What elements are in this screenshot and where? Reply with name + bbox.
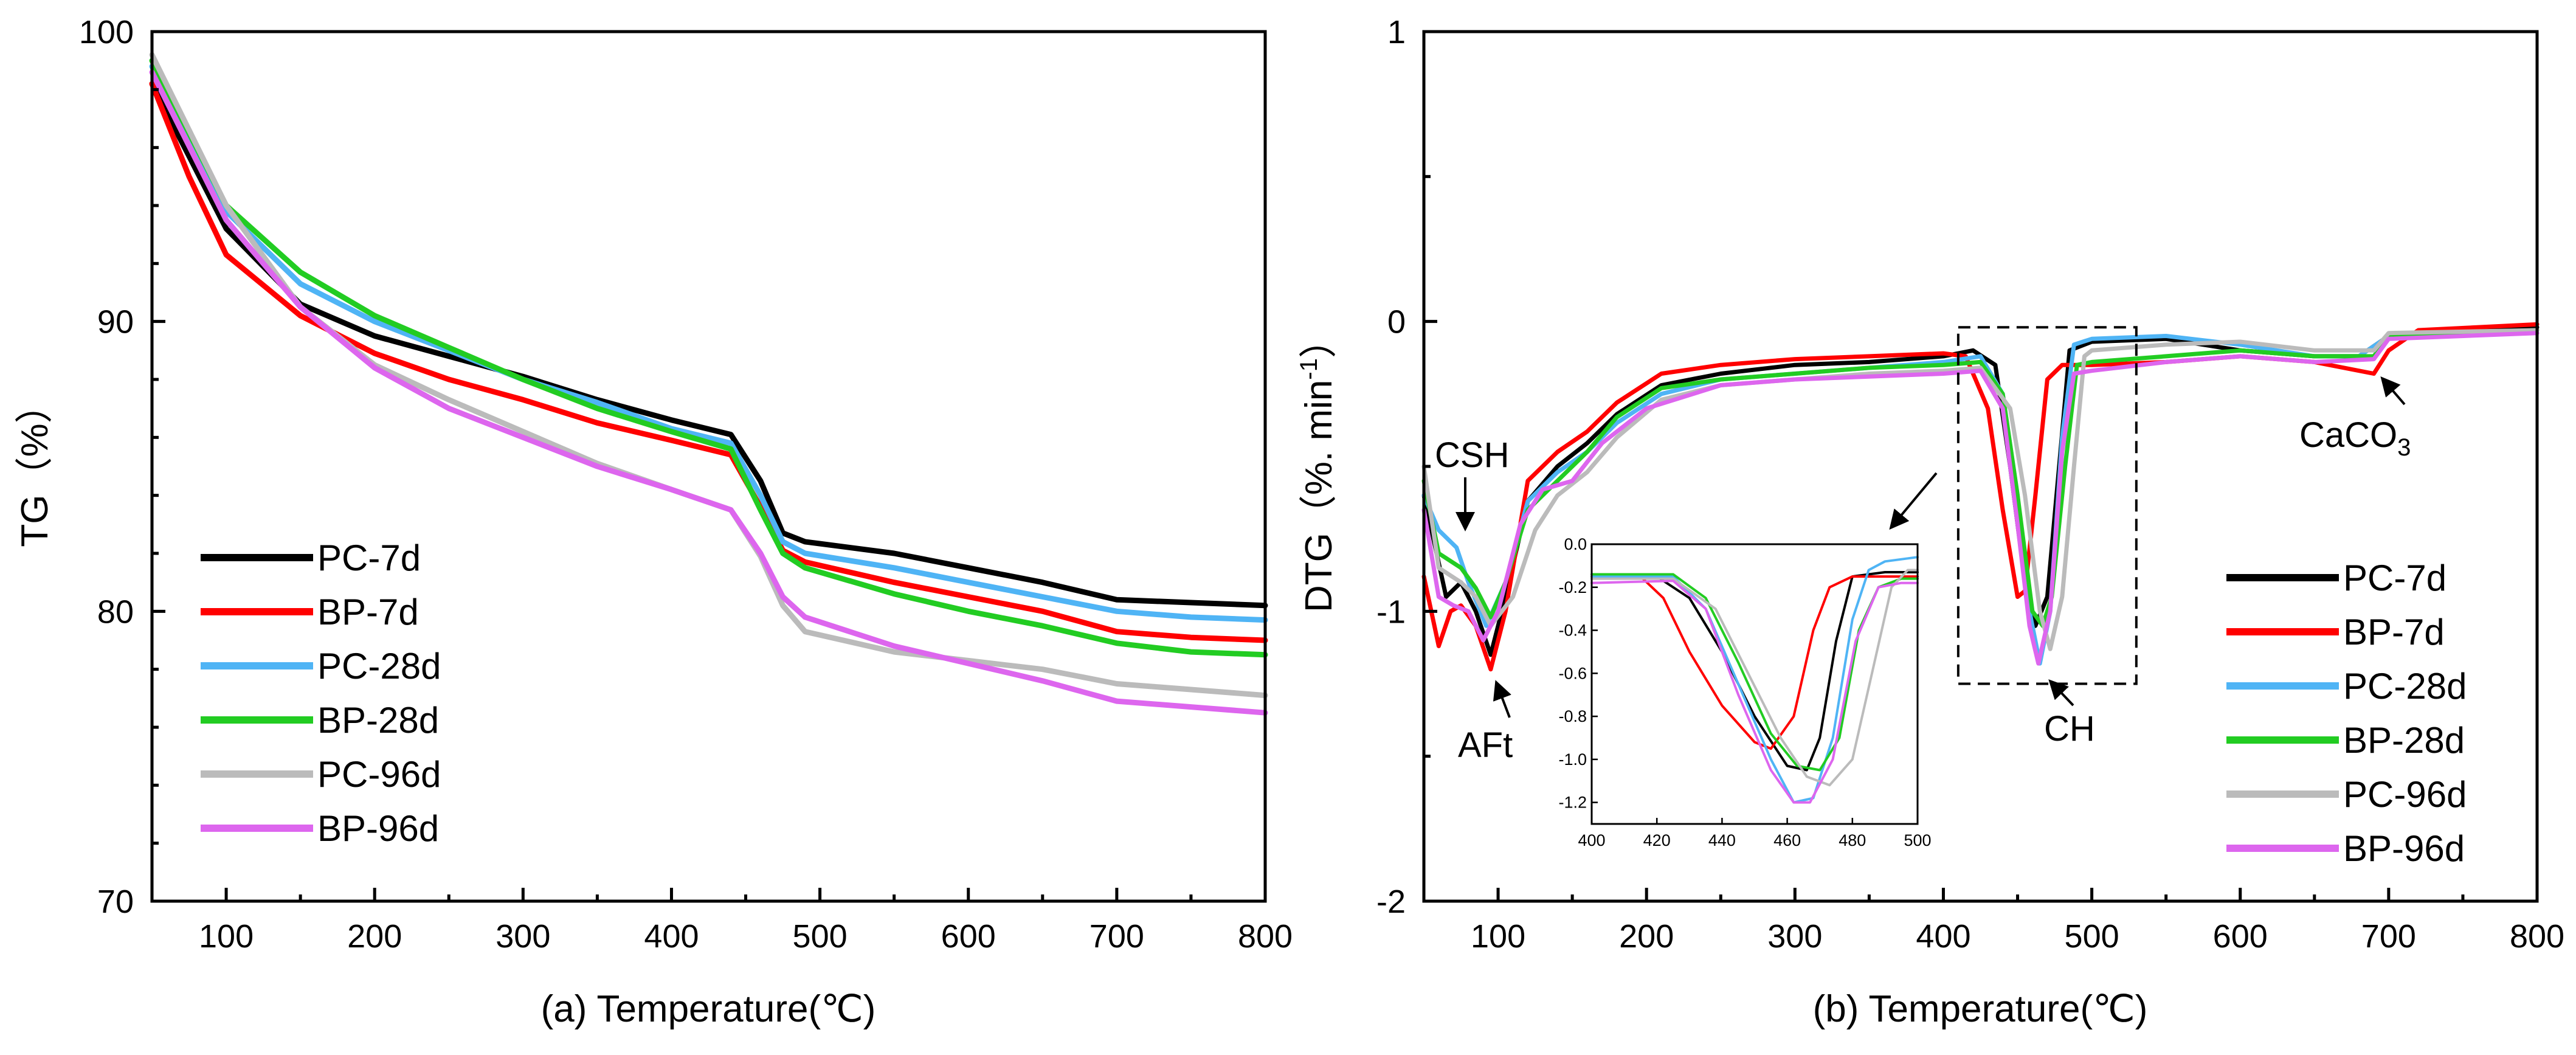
- tg-plot-frame: [150, 30, 1267, 903]
- tg-x-tick-label: 300: [496, 918, 550, 955]
- dtg-x-tick-label: 700: [2361, 918, 2416, 955]
- tg-x-tick-label: 100: [199, 918, 254, 955]
- tg-series-line-bp-96d: [149, 69, 1268, 716]
- inset-series-line-bp-7d: [1590, 575, 1919, 750]
- annotation-aft-arrow: [1493, 680, 1511, 718]
- annotation-csh-label: CSH: [1435, 435, 1509, 475]
- inset-y-axis: 0.0 -0.2 -0.4 -0.6 -0.8 -1.0 -1.2: [1558, 535, 1598, 812]
- tg-series-line-pc-7d: [149, 81, 1268, 609]
- dtg-series-line-pc-96d: [1421, 328, 2540, 651]
- annotation-ch-arrow: [2048, 679, 2074, 707]
- dtg-y-axis-label-main: DTG（%. min: [1298, 380, 1340, 612]
- dtg-x-tick-label: 100: [1471, 918, 1525, 955]
- dtg-series-line-bp-96d: [1421, 331, 2540, 666]
- tg-legend-label-bp-28d: BP-28d: [317, 700, 439, 741]
- dtg-plot-lines: [1421, 322, 2540, 672]
- tg-y-axis-label: TG（%）: [14, 386, 56, 547]
- annotation-caco3-arrow: [2380, 376, 2406, 406]
- inset-y-tick-label: -1.2: [1558, 794, 1587, 812]
- dtg-x-axis: 100 200 300 400 500 600 700 800: [1422, 888, 2564, 955]
- inset-plot-lines: [1590, 556, 1919, 804]
- dtg-legend-label-bp-7d: BP-7d: [2343, 612, 2445, 652]
- tg-x-tick-label: 500: [793, 918, 848, 955]
- tg-legend-label-bp-7d: BP-7d: [317, 592, 419, 632]
- inset-pointer-arrow: [1889, 472, 1938, 530]
- inset-x-tick-label: 400: [1578, 831, 1605, 849]
- tg-legend-label-bp-96d: BP-96d: [317, 808, 439, 849]
- tg-y-tick-label: 70: [97, 884, 134, 920]
- dtg-x-tick-label: 200: [1619, 918, 1674, 955]
- tg-x-axis: 100 200 300 400 500 600 700 800: [150, 888, 1293, 955]
- inset-x-axis: 400 420 440 460 480 500: [1578, 818, 1932, 849]
- tg-legend: PC-7d BP-7d PC-28d BP-28d PC-96d BP-96d: [201, 538, 441, 849]
- inset-y-tick-label: -0.2: [1558, 578, 1587, 597]
- tg-x-tick-label: 600: [941, 918, 996, 955]
- inset-y-tick-label: -0.4: [1558, 621, 1587, 640]
- tg-series-line-pc-28d: [149, 63, 1268, 623]
- tg-legend-label-pc-7d: PC-7d: [317, 538, 421, 578]
- dtg-legend-label-pc-7d: PC-7d: [2343, 558, 2447, 598]
- tg-y-tick-label: 80: [97, 593, 134, 630]
- annotation-caco3-subscript: 3: [2397, 434, 2411, 461]
- tg-x-tick-label: 800: [1238, 918, 1293, 955]
- dtg-y-axis: -2 -1 0 1: [1376, 14, 1437, 920]
- dtg-legend-label-bp-28d: BP-28d: [2343, 720, 2465, 761]
- inset-y-tick-label: -0.6: [1558, 664, 1587, 682]
- dtg-x-tick-label: 400: [1916, 918, 1970, 955]
- annotation-csh: CSH: [1435, 435, 1509, 531]
- dtg-x-tick-label: 800: [2510, 918, 2564, 955]
- inset-x-tick-label: 440: [1708, 831, 1736, 849]
- inset-y-tick-label: -1.0: [1558, 750, 1587, 769]
- tg-y-tick-label: 100: [79, 14, 134, 50]
- tg-series-line-bp-28d: [149, 58, 1268, 658]
- ch-highlight-box: [1956, 326, 2138, 685]
- dtg-y-tick-label: -2: [1376, 884, 1406, 920]
- tg-x-tick-label: 400: [644, 918, 699, 955]
- annotation-ch: CH: [2044, 679, 2095, 749]
- dtg-y-tick-label: -1: [1376, 593, 1406, 630]
- inset-series-line-bp-96d: [1590, 579, 1919, 804]
- tg-y-axis: 70 80 90 100: [79, 14, 165, 920]
- tg-legend-label-pc-96d: PC-96d: [317, 754, 441, 795]
- dtg-y-axis-label-suffix: ）: [1298, 320, 1340, 358]
- inset-x-tick-label: 480: [1839, 831, 1866, 849]
- inset-y-tick-label: 0.0: [1564, 535, 1587, 553]
- dtg-x-axis-label: (b) Temperature(℃): [1813, 988, 2148, 1030]
- inset-x-tick-label: 500: [1904, 831, 1931, 849]
- inset-x-tick-label: 420: [1643, 831, 1671, 849]
- annotation-caco3-text: CaCO: [2299, 415, 2397, 455]
- annotation-caco3: CaCO3: [2299, 376, 2411, 461]
- tg-x-tick-label: 700: [1089, 918, 1144, 955]
- panel-b-dtg-chart: 100 200 300 400 500 600 700 800 -2 -1 0 1 DTG（%. m…: [1296, 14, 2564, 1030]
- tg-plot-lines: [149, 52, 1268, 716]
- dtg-legend-label-pc-28d: PC-28d: [2343, 666, 2467, 707]
- dtg-legend: PC-7d BP-7d PC-28d BP-28d PC-96d BP-96d: [2226, 558, 2467, 869]
- tg-y-tick-label: 90: [97, 304, 134, 341]
- dtg-legend-label-pc-96d: PC-96d: [2343, 774, 2467, 815]
- dtg-x-tick-label: 600: [2213, 918, 2268, 955]
- annotation-aft: AFt: [1458, 680, 1513, 765]
- dtg-inset-chart: 400 420 440 460 480 500 0.0 -0.2 -0.4 -0.6 -0.8 -1…: [1558, 535, 1931, 849]
- dtg-x-tick-label: 300: [1767, 918, 1822, 955]
- inset-y-tick-label: -0.8: [1558, 707, 1587, 725]
- annotation-ch-label: CH: [2044, 709, 2095, 749]
- annotation-caco3-label: CaCO3: [2299, 415, 2411, 461]
- inset-frame: [1590, 543, 1919, 825]
- dtg-legend-label-bp-96d: BP-96d: [2343, 828, 2465, 869]
- dtg-y-axis-label: DTG（%. min-1）: [1296, 320, 1340, 612]
- tg-x-axis-label: (a) Temperature(℃): [541, 988, 876, 1030]
- panel-a-tg-chart: 100 200 300 400 500 600 700 800 70 80 90 100 TG（%）…: [14, 14, 1293, 1030]
- tg-x-tick-label: 200: [347, 918, 402, 955]
- dtg-y-tick-label: 0: [1387, 304, 1406, 341]
- tg-legend-label-pc-28d: PC-28d: [317, 646, 441, 687]
- dtg-y-tick-label: 1: [1387, 14, 1406, 50]
- inset-x-tick-label: 460: [1773, 831, 1801, 849]
- dtg-y-axis-label-superscript: -1: [1296, 358, 1322, 380]
- annotation-aft-label: AFt: [1458, 725, 1513, 765]
- dtg-x-tick-label: 500: [2065, 918, 2119, 955]
